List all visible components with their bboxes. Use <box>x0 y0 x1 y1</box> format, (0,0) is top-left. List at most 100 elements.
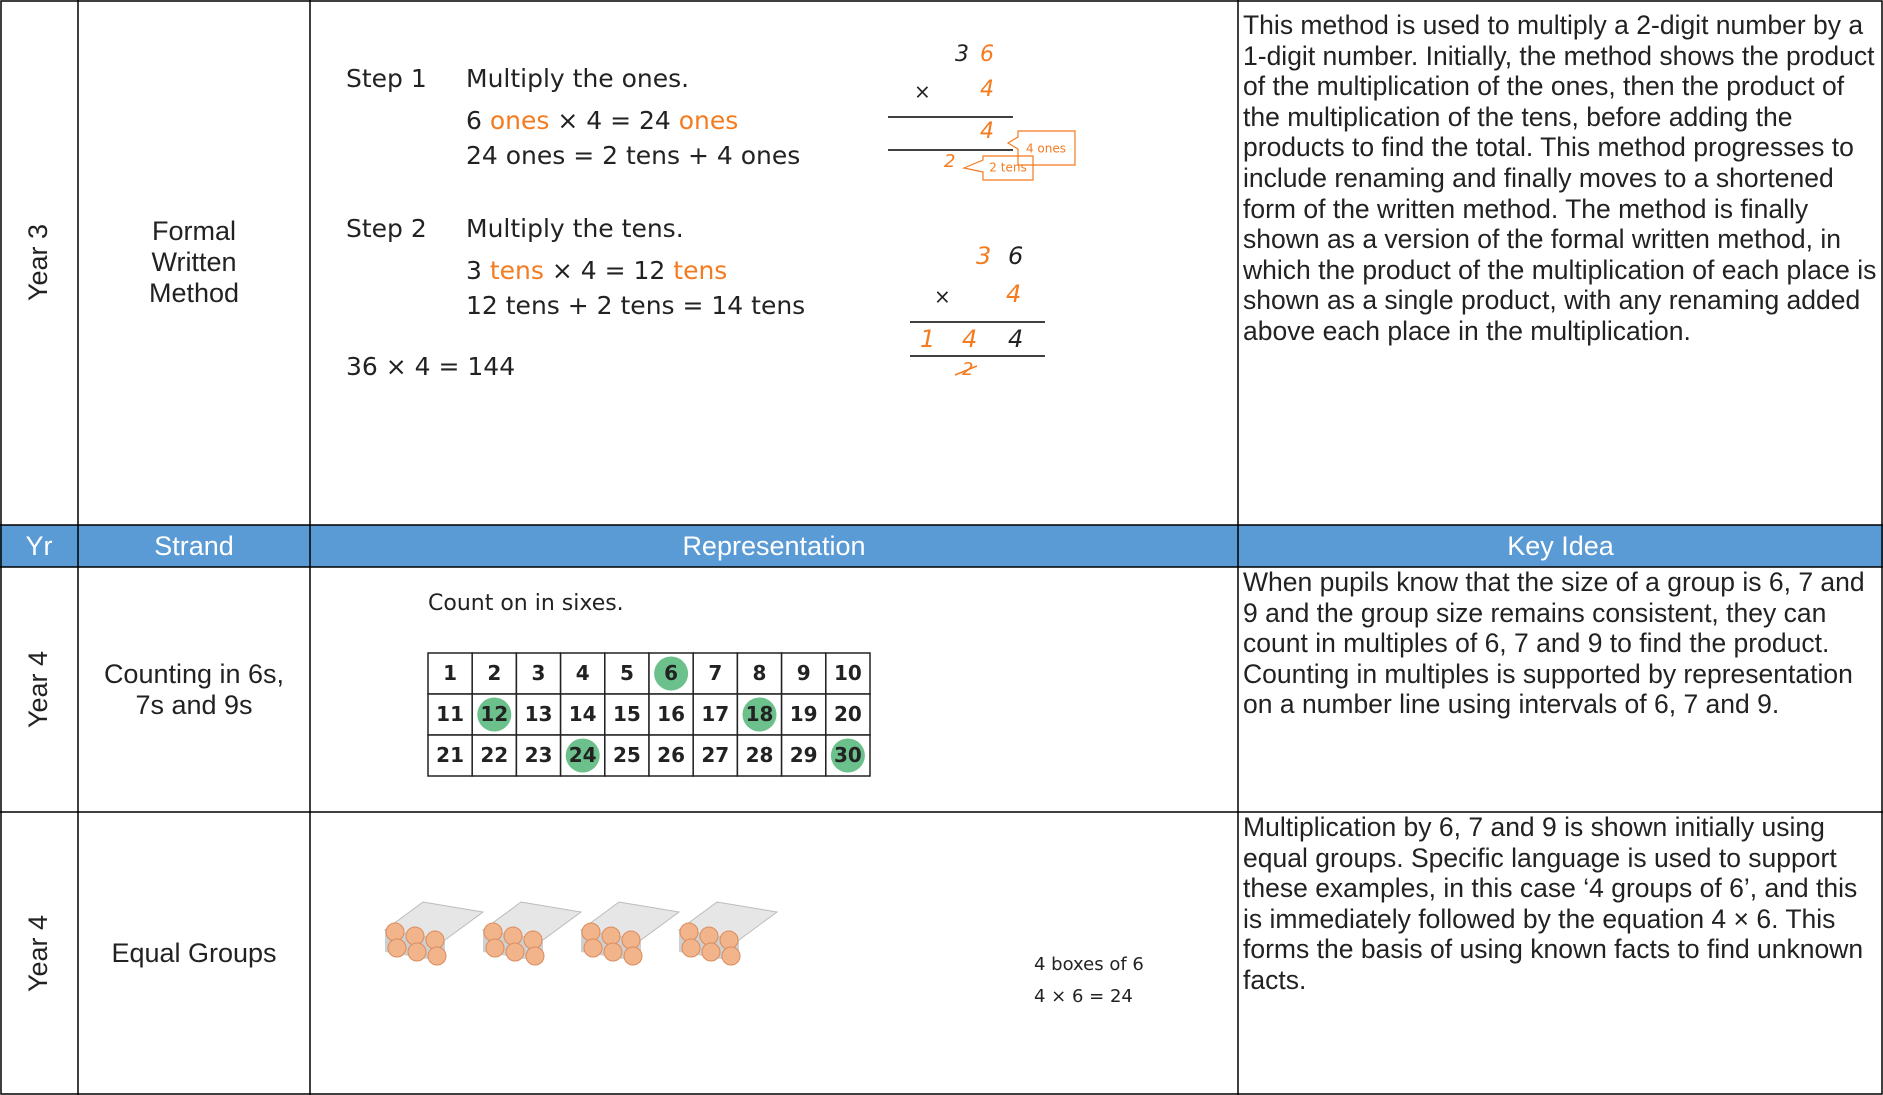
egg <box>699 926 719 946</box>
text: × <box>934 285 951 309</box>
text: 12 <box>480 702 508 726</box>
grid-cell <box>780 693 827 736</box>
text: 22 <box>480 743 508 767</box>
egg <box>525 946 545 966</box>
egg <box>485 938 505 958</box>
egg <box>721 946 741 966</box>
egg <box>505 942 525 962</box>
text: 6 <box>980 42 994 67</box>
text-part: ones <box>490 106 550 135</box>
step-line: 6 ones × 4 = 24 ones <box>466 106 738 135</box>
year-cell: Year 4 <box>0 812 78 1095</box>
egg <box>387 938 407 958</box>
strand-cell: Counting in 6s, 7s and 9s <box>78 567 310 812</box>
text-part: 12 tens + 2 tens = 14 tens <box>466 291 805 320</box>
egg <box>425 930 445 950</box>
text: 15 <box>613 702 641 726</box>
text: × <box>914 80 931 104</box>
text-part: ones <box>679 106 739 135</box>
text: 18 <box>746 702 774 726</box>
key-idea: Multiplication by 6, 7 and 9 is shown in… <box>1243 812 1864 995</box>
egg <box>581 922 601 942</box>
text: 14 <box>569 702 597 726</box>
text: 2 <box>487 661 501 685</box>
grid-cell <box>515 734 562 777</box>
egg <box>701 942 721 962</box>
text: 2 <box>944 151 955 172</box>
text: 28 <box>746 743 774 767</box>
text: 7 <box>708 661 722 685</box>
egg <box>483 922 503 942</box>
year: Year 4 <box>23 650 54 729</box>
text-part: tens <box>673 256 727 285</box>
egg <box>719 930 739 950</box>
highlight <box>654 656 689 691</box>
text-part: × 4 = 12 <box>544 256 673 285</box>
text-part: × 4 = 24 <box>549 106 678 135</box>
text: 4 boxes of 6 <box>1034 954 1144 975</box>
text: 4 <box>980 119 994 144</box>
text: 4 <box>962 325 977 353</box>
strand: Counting in 6s, 7s and 9s <box>103 658 285 720</box>
text: 10 <box>834 661 862 685</box>
text: Multiply the ones. <box>466 64 689 93</box>
text: 36 × 4 = 144 <box>346 352 515 381</box>
grid-cell <box>427 734 473 777</box>
header-year: Yr <box>25 530 53 561</box>
text: 6 <box>1008 242 1023 270</box>
header-band <box>0 525 1883 567</box>
egg <box>603 942 623 962</box>
strand: Formal Written Method <box>148 216 240 308</box>
callout <box>1006 130 1076 166</box>
strand: Equal Groups <box>111 938 277 968</box>
text: 25 <box>613 743 641 767</box>
text: 3 <box>532 661 546 685</box>
text-part: tens <box>490 256 544 285</box>
egg <box>601 926 621 946</box>
text: 11 <box>436 702 464 726</box>
text: 30 <box>834 743 862 767</box>
text: 3 <box>976 242 991 270</box>
text: Step 2 <box>346 214 427 243</box>
text: 29 <box>790 743 818 767</box>
egg <box>385 922 405 942</box>
text-part: 6 <box>466 106 490 135</box>
text: 24 <box>569 743 597 767</box>
egg <box>523 930 543 950</box>
egg <box>621 930 641 950</box>
text: 4 <box>1006 280 1021 308</box>
egg <box>503 926 523 946</box>
strand-cell: Equal Groups <box>78 812 310 1095</box>
text: 1 <box>443 661 457 685</box>
egg <box>583 938 603 958</box>
text: 21 <box>436 743 464 767</box>
highlight <box>830 738 865 773</box>
text: 4 <box>980 77 994 102</box>
step-line: 3 tens × 4 = 12 tens <box>466 256 727 285</box>
strand-cell: Formal Written Method <box>78 0 310 525</box>
text: 3 <box>955 42 969 67</box>
header-key-idea: Key Idea <box>1507 530 1614 561</box>
text: 16 <box>657 702 685 726</box>
text: 17 <box>701 702 729 726</box>
egg <box>405 926 425 946</box>
year-cell: Year 3 <box>0 0 78 525</box>
text: 26 <box>657 743 685 767</box>
key-idea: When pupils know that the size of a grou… <box>1243 567 1865 720</box>
year: Year 4 <box>23 914 54 993</box>
text: Multiply the tens. <box>466 214 684 243</box>
highlight <box>742 697 777 732</box>
step-line: 24 ones = 2 tens + 4 ones <box>466 141 800 170</box>
text: 4 <box>1008 325 1023 353</box>
highlight <box>565 738 600 773</box>
key-idea: This method is used to multiply a 2-digi… <box>1243 10 1877 346</box>
egg <box>427 946 447 966</box>
text: 27 <box>701 743 729 767</box>
text: 19 <box>790 702 818 726</box>
grid-cell <box>427 652 473 695</box>
text: Step 1 <box>346 64 427 93</box>
text-part: 3 <box>466 256 490 285</box>
highlight <box>477 697 512 732</box>
